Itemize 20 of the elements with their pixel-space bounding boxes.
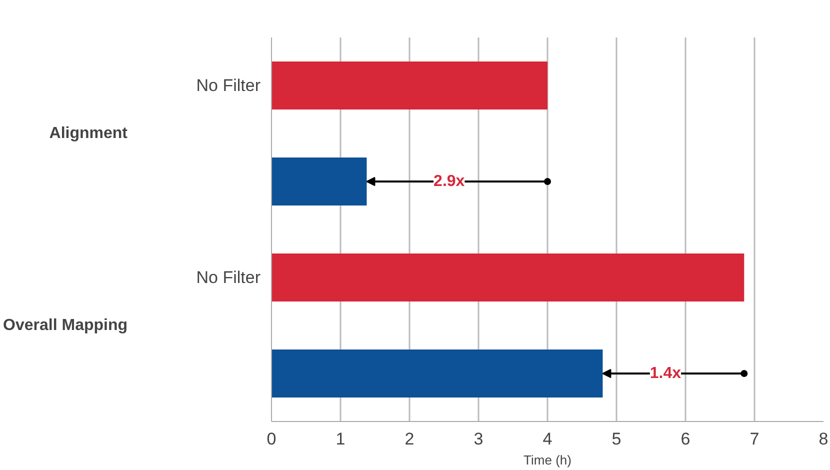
text: Alignment	[49, 125, 128, 142]
x-tick-label: 5	[612, 430, 622, 448]
x-axis-title: Time (h)	[524, 452, 572, 468]
bar	[272, 158, 367, 206]
annotation: 2.9x	[434, 173, 465, 190]
bar	[272, 254, 744, 302]
text: Overall Mapping	[3, 317, 128, 334]
x-tick-label: 7	[750, 430, 760, 448]
x-tick-label: 3	[474, 430, 484, 448]
x-tick-label: 4	[542, 430, 552, 448]
y-tick-label: No Filter	[196, 76, 261, 95]
x-tick-label: 2	[404, 430, 414, 448]
x-tick-label: 6	[680, 430, 690, 448]
x-tick-label: 8	[818, 430, 828, 448]
x-tick-label: 0	[266, 430, 276, 448]
bar	[272, 62, 548, 110]
bar	[272, 350, 603, 398]
annotation: 1.4x	[650, 365, 682, 382]
y-tick-label: No Filter	[196, 268, 261, 287]
x-tick-label: 1	[336, 430, 346, 448]
